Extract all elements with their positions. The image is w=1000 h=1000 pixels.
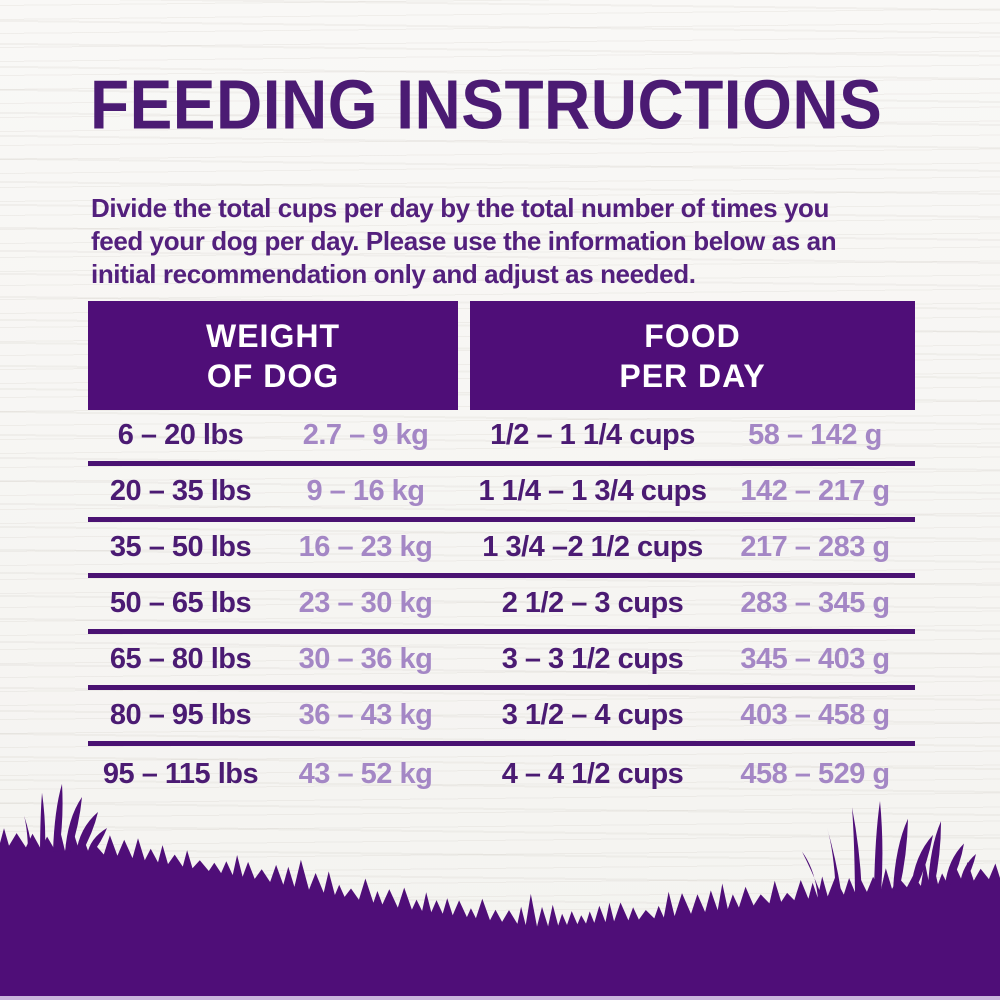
table-row: 50 – 65 lbs 23 – 30 kg 2 1/2 – 3 cups 28… xyxy=(88,578,915,634)
weight-lbs-value: 50 – 65 lbs xyxy=(109,587,252,619)
food-grams-value: 283 – 345 g xyxy=(740,587,890,619)
food-grams-value: 58 – 142 g xyxy=(748,419,882,451)
intro-line-1: Divide the total cups per day by the tot… xyxy=(91,193,829,223)
food-per-day-header: FOOD PER DAY xyxy=(470,301,915,410)
table-row: 20 – 35 lbs 9 – 16 kg 1 1/4 – 1 3/4 cups… xyxy=(88,466,915,522)
grass-silhouette xyxy=(0,783,1000,1000)
intro-line-2: feed your dog per day. Please use the in… xyxy=(91,226,837,256)
table-row: 80 – 95 lbs 36 – 43 kg 3 1/2 – 4 cups 40… xyxy=(88,690,915,746)
grass-mound-path xyxy=(0,826,1000,1000)
food-cups-value: 3 1/2 – 4 cups xyxy=(501,699,684,731)
food-grams-value: 458 – 529 g xyxy=(740,757,890,790)
intro-paragraph: Divide the total cups per day by the tot… xyxy=(91,192,837,291)
food-grams-value: 142 – 217 g xyxy=(740,475,890,507)
weight-kg-value: 16 – 23 kg xyxy=(298,531,433,563)
page-title: FEEDING INSTRUCTIONS xyxy=(90,65,883,144)
bottom-edge-strip xyxy=(0,996,1000,1000)
weight-kg-value: 9 – 16 kg xyxy=(306,475,425,507)
food-header-line-1: FOOD xyxy=(644,317,741,354)
table-row: 65 – 80 lbs 30 – 36 kg 3 – 3 1/2 cups 34… xyxy=(88,634,915,690)
feeding-table: WEIGHT OF DOG FOOD PER DAY 6 – 20 lbs 2.… xyxy=(88,301,915,802)
grass-blades-path xyxy=(24,783,976,900)
weight-lbs-value: 35 – 50 lbs xyxy=(109,531,252,563)
table-row: 6 – 20 lbs 2.7 – 9 kg 1/2 – 1 1/4 cups 5… xyxy=(88,410,915,466)
weight-kg-value: 23 – 30 kg xyxy=(298,587,433,619)
table-header-row: WEIGHT OF DOG FOOD PER DAY xyxy=(88,301,915,410)
weight-lbs-value: 80 – 95 lbs xyxy=(109,699,252,731)
weight-kg-value: 43 – 52 kg xyxy=(298,757,433,790)
weight-kg-value: 2.7 – 9 kg xyxy=(302,419,429,451)
intro-line-3: initial recommendation only and adjust a… xyxy=(91,259,696,289)
weight-kg-value: 36 – 43 kg xyxy=(298,699,433,731)
weight-lbs-value: 6 – 20 lbs xyxy=(117,419,244,451)
food-cups-value: 3 – 3 1/2 cups xyxy=(501,643,684,675)
food-cups-value: 4 – 4 1/2 cups xyxy=(501,757,684,790)
food-grams-value: 217 – 283 g xyxy=(740,531,890,563)
food-cups-value: 1 1/4 – 1 3/4 cups xyxy=(478,475,707,507)
table-body: 6 – 20 lbs 2.7 – 9 kg 1/2 – 1 1/4 cups 5… xyxy=(88,410,915,802)
food-grams-value: 345 – 403 g xyxy=(740,643,890,675)
weight-header-line-2: OF DOG xyxy=(206,357,340,394)
weight-lbs-value: 20 – 35 lbs xyxy=(109,475,252,507)
weight-lbs-value: 95 – 115 lbs xyxy=(102,757,259,790)
weight-lbs-value: 65 – 80 lbs xyxy=(109,643,252,675)
table-row: 35 – 50 lbs 16 – 23 kg 1 3/4 –2 1/2 cups… xyxy=(88,522,915,578)
food-grams-value: 403 – 458 g xyxy=(740,699,890,731)
food-cups-value: 1 3/4 –2 1/2 cups xyxy=(482,531,703,563)
food-cups-value: 1/2 – 1 1/4 cups xyxy=(490,419,695,451)
weight-kg-value: 30 – 36 kg xyxy=(298,643,433,675)
food-header-line-2: PER DAY xyxy=(619,357,766,394)
table-row: 95 – 115 lbs 43 – 52 kg 4 – 4 1/2 cups 4… xyxy=(88,746,915,802)
weight-of-dog-header: WEIGHT OF DOG xyxy=(88,301,458,410)
weight-header-line-1: WEIGHT xyxy=(206,317,340,354)
food-cups-value: 2 1/2 – 3 cups xyxy=(501,587,684,619)
